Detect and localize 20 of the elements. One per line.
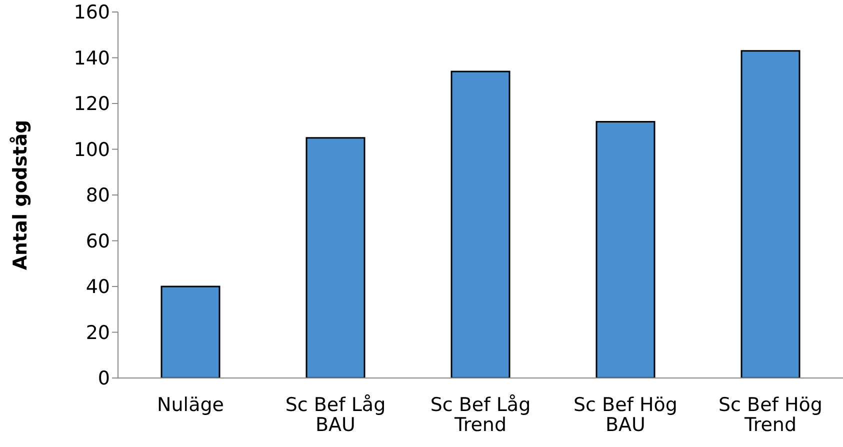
x-tick-label: Sc Bef Hög Trend xyxy=(718,394,822,436)
x-tick-label: Sc Bef Låg BAU xyxy=(285,394,386,436)
y-tick-label: 160 xyxy=(74,2,110,24)
y-tick-label: 120 xyxy=(74,93,110,116)
bar xyxy=(596,121,656,378)
bar xyxy=(306,137,366,378)
bar xyxy=(740,50,800,378)
y-tick-label: 0 xyxy=(98,368,110,390)
x-tick-label: Sc Bef Låg Trend xyxy=(430,394,531,436)
y-tick-label: 80 xyxy=(86,184,110,207)
y-tick-label: 40 xyxy=(86,276,110,298)
y-tick-label: 60 xyxy=(86,230,110,252)
x-tick-label: Sc Bef Hög BAU xyxy=(574,394,678,436)
y-tick-label: 140 xyxy=(74,47,110,70)
y-tick-label: 20 xyxy=(86,322,110,344)
x-tick-label: Nuläge xyxy=(157,394,224,416)
y-tick-label: 100 xyxy=(74,138,110,161)
bar xyxy=(160,286,220,378)
y-axis-title: Antal godståg xyxy=(10,120,32,270)
bar xyxy=(450,70,510,378)
